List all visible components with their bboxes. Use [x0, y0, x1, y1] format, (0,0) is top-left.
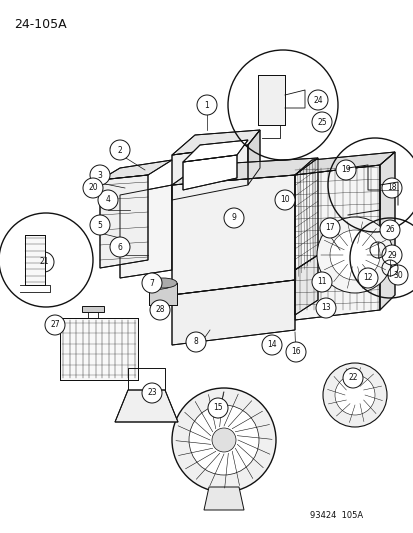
Circle shape [34, 252, 54, 272]
Text: 24-105A: 24-105A [14, 18, 66, 31]
Circle shape [45, 315, 65, 335]
Circle shape [90, 215, 110, 235]
Polygon shape [82, 306, 104, 312]
Text: 7: 7 [149, 279, 154, 287]
Text: 22: 22 [347, 374, 357, 383]
Text: 25: 25 [316, 117, 326, 126]
Text: 17: 17 [324, 223, 334, 232]
Circle shape [142, 273, 161, 293]
Circle shape [185, 332, 206, 352]
Circle shape [197, 95, 216, 115]
Polygon shape [100, 175, 147, 268]
Circle shape [110, 237, 130, 257]
Circle shape [150, 300, 170, 320]
Text: 29: 29 [386, 251, 396, 260]
Circle shape [387, 265, 407, 285]
Text: 24: 24 [312, 95, 322, 104]
Polygon shape [171, 145, 247, 200]
Text: 28: 28 [155, 305, 164, 314]
Polygon shape [204, 487, 243, 510]
Polygon shape [149, 283, 177, 305]
Text: 14: 14 [266, 341, 276, 350]
Text: 27: 27 [50, 320, 59, 329]
Text: 6: 6 [117, 243, 122, 252]
Circle shape [315, 298, 335, 318]
Text: 93424  105A: 93424 105A [309, 511, 362, 520]
Circle shape [381, 245, 401, 265]
Polygon shape [294, 165, 379, 320]
Text: 13: 13 [320, 303, 330, 312]
Circle shape [316, 217, 392, 293]
Circle shape [223, 208, 243, 228]
Text: 1: 1 [204, 101, 209, 109]
Circle shape [381, 178, 401, 198]
Circle shape [285, 342, 305, 362]
Text: 20: 20 [88, 183, 97, 192]
Polygon shape [171, 175, 294, 295]
Circle shape [189, 405, 259, 475]
Text: 19: 19 [340, 166, 350, 174]
Text: 8: 8 [193, 337, 198, 346]
Circle shape [110, 140, 130, 160]
Circle shape [342, 368, 362, 388]
Text: 30: 30 [392, 271, 402, 279]
Polygon shape [171, 130, 259, 155]
Text: 9: 9 [231, 214, 236, 222]
Text: 18: 18 [386, 183, 396, 192]
Circle shape [171, 388, 275, 492]
Polygon shape [171, 158, 317, 185]
Circle shape [142, 383, 161, 403]
Text: 23: 23 [147, 389, 157, 398]
Ellipse shape [149, 278, 177, 288]
Circle shape [261, 335, 281, 355]
Text: 5: 5 [97, 221, 102, 230]
Text: 4: 4 [105, 196, 110, 205]
Polygon shape [115, 390, 178, 422]
Circle shape [211, 428, 235, 452]
Circle shape [274, 190, 294, 210]
Polygon shape [183, 140, 247, 162]
Circle shape [83, 178, 103, 198]
Text: 10: 10 [280, 196, 289, 205]
Circle shape [319, 218, 339, 238]
Circle shape [311, 272, 331, 292]
Text: 12: 12 [362, 273, 372, 282]
Text: 11: 11 [316, 278, 326, 287]
Circle shape [357, 268, 377, 288]
Polygon shape [60, 318, 138, 380]
Text: 21: 21 [39, 257, 49, 266]
Circle shape [98, 190, 118, 210]
Circle shape [329, 230, 379, 280]
Circle shape [322, 363, 386, 427]
Polygon shape [247, 130, 259, 185]
Polygon shape [25, 235, 45, 285]
Polygon shape [379, 152, 394, 310]
Circle shape [307, 90, 327, 110]
Polygon shape [171, 280, 294, 345]
Circle shape [90, 165, 110, 185]
Text: 15: 15 [213, 403, 222, 413]
Polygon shape [120, 185, 171, 278]
Polygon shape [294, 255, 317, 315]
Circle shape [379, 220, 399, 240]
Text: 3: 3 [97, 171, 102, 180]
Circle shape [311, 112, 331, 132]
Polygon shape [257, 75, 284, 125]
Polygon shape [294, 152, 394, 175]
Circle shape [334, 375, 374, 415]
Text: 16: 16 [290, 348, 300, 357]
Circle shape [335, 160, 355, 180]
Text: 2: 2 [117, 146, 122, 155]
Circle shape [207, 398, 228, 418]
Polygon shape [100, 160, 171, 180]
Text: 26: 26 [384, 225, 394, 235]
Polygon shape [183, 155, 236, 190]
Polygon shape [294, 158, 317, 270]
